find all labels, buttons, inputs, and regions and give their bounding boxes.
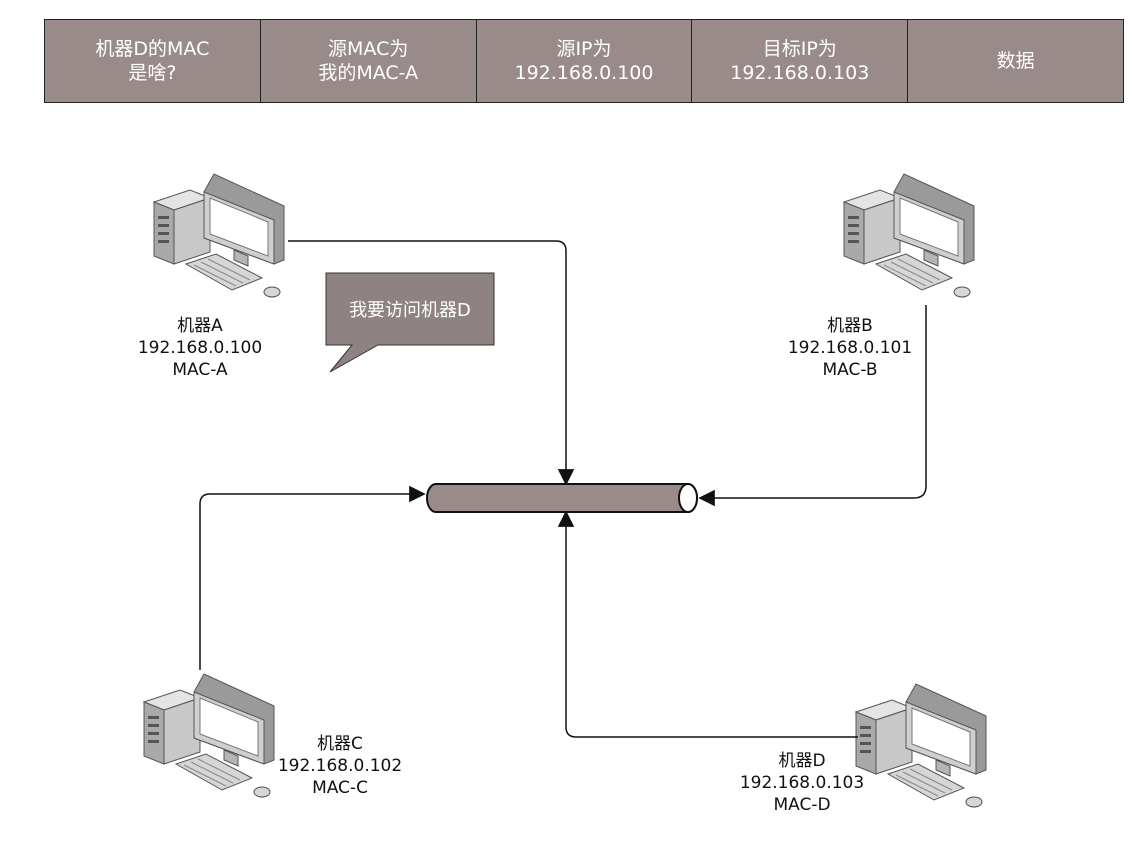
machine-ip: 192.168.0.103 (739, 773, 865, 793)
machine-b-label: 机器B 192.168.0.101 MAC-B (770, 315, 930, 381)
header-cell-line: 源MAC为 (328, 38, 409, 60)
header-cell-dest-ip: 目标IP为 192.168.0.103 (692, 20, 909, 102)
machine-name: 机器A (177, 316, 223, 336)
machine-mac: MAC-D (773, 795, 831, 815)
header-cell-line: 是啥? (128, 62, 177, 84)
link-a-to-bus (288, 240, 575, 486)
speech-bubble-shape (325, 272, 495, 373)
header-cell-line: 数据 (996, 50, 1035, 72)
machine-mac: MAC-A (172, 360, 228, 380)
header-cell-line: 192.168.0.100 (514, 62, 654, 84)
desktop-computer-icon (843, 173, 975, 298)
link-b-to-bus (698, 305, 927, 507)
header-cell-line: 机器D的MAC (95, 38, 210, 60)
machine-ip: 192.168.0.100 (137, 338, 263, 358)
header-cell-source-mac: 源MAC为 我的MAC-A (260, 20, 477, 102)
machine-ip: 192.168.0.101 (787, 338, 913, 358)
header-cell-source-ip: 源IP为 192.168.0.100 (476, 20, 693, 102)
header-cell-line: 我的MAC-A (318, 62, 419, 84)
machine-mac: MAC-B (822, 360, 878, 380)
header-cell-line: 目标IP为 (762, 38, 837, 60)
machine-mac: MAC-C (312, 778, 368, 798)
machine-a-label: 机器A 192.168.0.100 MAC-A (120, 315, 280, 381)
machine-d-label: 机器D 192.168.0.103 MAC-D (722, 750, 882, 816)
link-c-to-bus (199, 485, 426, 670)
machine-name: 机器C (317, 734, 363, 754)
machine-c-label: 机器C 192.168.0.102 MAC-C (260, 733, 420, 799)
machine-name: 机器D (778, 751, 826, 771)
header-cell-dest-mac: 机器D的MAC 是啥? (45, 20, 261, 102)
machine-name: 机器B (827, 316, 873, 336)
machine-ip: 192.168.0.102 (277, 756, 403, 776)
desktop-computer-icon (143, 673, 275, 798)
desktop-computer-icon (153, 173, 285, 298)
packet-header: 机器D的MAC 是啥? 源MAC为 我的MAC-A 源IP为 192.168.0… (44, 19, 1124, 103)
header-cell-line: 192.168.0.103 (730, 62, 870, 84)
network-bus-icon (426, 483, 698, 513)
header-cell-line: 源IP为 (556, 38, 612, 60)
speech-bubble-text: 我要访问机器D (349, 300, 471, 321)
header-cell-data: 数据 (908, 20, 1123, 102)
link-d-to-bus (557, 510, 858, 738)
